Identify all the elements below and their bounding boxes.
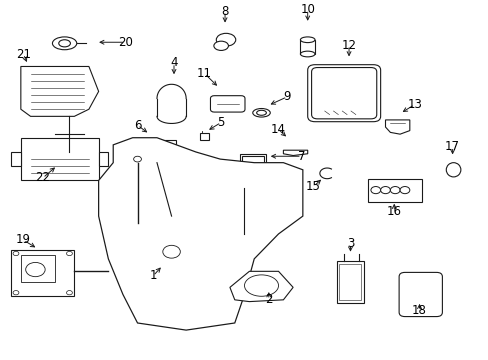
Ellipse shape <box>66 291 72 295</box>
Ellipse shape <box>256 110 266 115</box>
Text: 2: 2 <box>264 293 272 306</box>
Ellipse shape <box>300 51 314 57</box>
Text: 12: 12 <box>341 39 356 51</box>
Ellipse shape <box>399 186 409 194</box>
Ellipse shape <box>446 163 460 177</box>
FancyBboxPatch shape <box>398 273 442 316</box>
Text: 14: 14 <box>270 123 285 136</box>
Bar <box>339 264 361 300</box>
Text: 9: 9 <box>283 90 290 103</box>
Text: 11: 11 <box>197 67 212 80</box>
Text: 16: 16 <box>386 205 401 218</box>
Bar <box>11 250 74 296</box>
Bar <box>239 154 266 168</box>
Ellipse shape <box>389 186 399 194</box>
Bar <box>21 255 55 282</box>
Bar <box>21 138 99 180</box>
Ellipse shape <box>59 40 70 47</box>
Bar <box>242 156 264 166</box>
Text: 21: 21 <box>16 48 31 60</box>
Ellipse shape <box>380 186 389 194</box>
Bar <box>200 133 208 140</box>
Bar <box>336 261 363 303</box>
Ellipse shape <box>370 186 380 194</box>
Text: 18: 18 <box>411 304 426 318</box>
Text: 4: 4 <box>170 57 177 69</box>
Text: 22: 22 <box>35 171 50 184</box>
Text: 19: 19 <box>16 234 31 247</box>
Text: 10: 10 <box>300 3 314 16</box>
Bar <box>99 152 108 166</box>
Ellipse shape <box>244 275 278 296</box>
Text: 13: 13 <box>407 98 421 111</box>
Bar <box>300 40 314 54</box>
Ellipse shape <box>300 37 314 42</box>
Text: 15: 15 <box>305 180 320 193</box>
Polygon shape <box>147 140 176 148</box>
Ellipse shape <box>13 251 19 256</box>
FancyBboxPatch shape <box>307 65 380 122</box>
Polygon shape <box>99 138 302 330</box>
Ellipse shape <box>133 156 141 162</box>
FancyBboxPatch shape <box>210 96 244 112</box>
Polygon shape <box>21 67 99 116</box>
Polygon shape <box>229 271 292 302</box>
Text: 1: 1 <box>149 269 157 283</box>
Ellipse shape <box>66 251 72 256</box>
Text: 7: 7 <box>298 150 305 163</box>
Bar <box>11 152 21 166</box>
Ellipse shape <box>216 33 235 46</box>
Ellipse shape <box>26 262 45 277</box>
Text: 20: 20 <box>118 36 133 49</box>
Text: 8: 8 <box>221 5 228 18</box>
FancyBboxPatch shape <box>311 68 376 119</box>
Ellipse shape <box>52 37 77 50</box>
Text: 5: 5 <box>217 116 224 129</box>
Text: 3: 3 <box>346 237 353 251</box>
Ellipse shape <box>252 108 270 117</box>
Ellipse shape <box>163 245 180 258</box>
Ellipse shape <box>13 291 19 295</box>
Bar <box>368 179 421 202</box>
Polygon shape <box>385 120 409 134</box>
Polygon shape <box>283 150 307 156</box>
Text: 17: 17 <box>444 140 459 153</box>
Text: 6: 6 <box>134 119 141 132</box>
Ellipse shape <box>213 41 228 50</box>
